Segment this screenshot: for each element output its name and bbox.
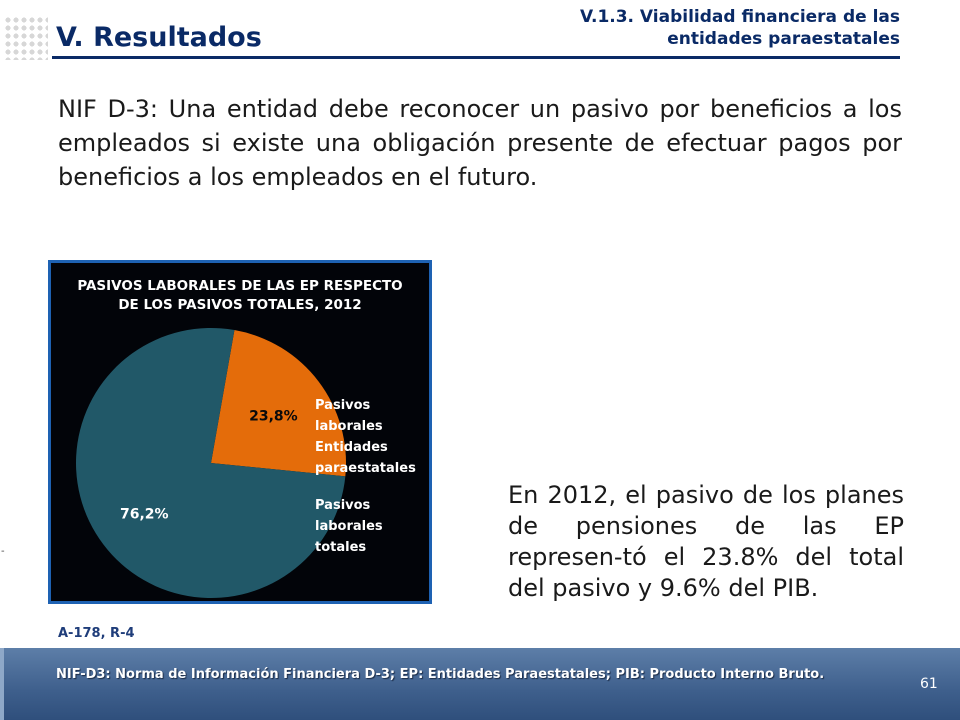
pie-slice-1 (76, 328, 346, 599)
footer-band (0, 648, 960, 720)
intro-paragraph: NIF D-3: Una entidad debe reconocer un p… (58, 95, 902, 191)
subtitle-line-2: entidades paraestatales (667, 29, 900, 49)
footer-note: NIF-D3: Norma de Información Financiera … (56, 667, 825, 682)
pie-data-label-0: 23,8% (249, 409, 298, 425)
legend-label-line: totales (315, 540, 367, 555)
legend-item-laborales-ep: Pasivos laborales Entidades paraestatale… (296, 395, 436, 479)
reference-code: A-178, R-4 (58, 626, 135, 641)
chart-legend: Pasivos laborales Entidades paraestatale… (296, 395, 436, 574)
section-title: V. Resultados (56, 22, 262, 53)
legend-item-laborales-totales: Pasivos laborales totales (296, 495, 436, 558)
legend-label-line: laborales (315, 419, 383, 434)
chart-title-line-1: PASIVOS LABORALES DE LAS EP RESPECTO (77, 278, 403, 294)
legend-swatch-orange (296, 401, 306, 411)
title-divider (52, 56, 900, 59)
summary-paragraph: En 2012, el pasivo de los planes de pens… (508, 481, 904, 602)
pie-slice-0 (211, 330, 346, 477)
legend-label-line: laborales (315, 519, 383, 534)
footer-edge (0, 648, 4, 720)
chart-title: PASIVOS LABORALES DE LAS EP RESPECTO DE … (61, 277, 419, 315)
legend-swatch-teal (296, 501, 306, 511)
margin-marker: - (1, 546, 5, 557)
page-number: 61 (920, 676, 938, 692)
chart-title-line-2: DE LOS PASIVOS TOTALES, 2012 (118, 297, 362, 313)
legend-label-line: Entidades (315, 440, 388, 455)
legend-label-line: Pasivos (315, 398, 371, 413)
legend-label-line: paraestatales (315, 461, 416, 476)
section-subtitle: V.1.3. Viabilidad financiera de las enti… (520, 6, 900, 50)
legend-label-line: Pasivos (315, 498, 371, 513)
decorative-dot-grid (4, 16, 48, 60)
subtitle-line-1: V.1.3. Viabilidad financiera de las (580, 7, 900, 27)
pie-data-label-1: 76,2% (120, 507, 169, 523)
pie-chart: 23,8% 76,2% (76, 328, 346, 599)
pie-chart-panel: PASIVOS LABORALES DE LAS EP RESPECTO DE … (48, 260, 432, 604)
